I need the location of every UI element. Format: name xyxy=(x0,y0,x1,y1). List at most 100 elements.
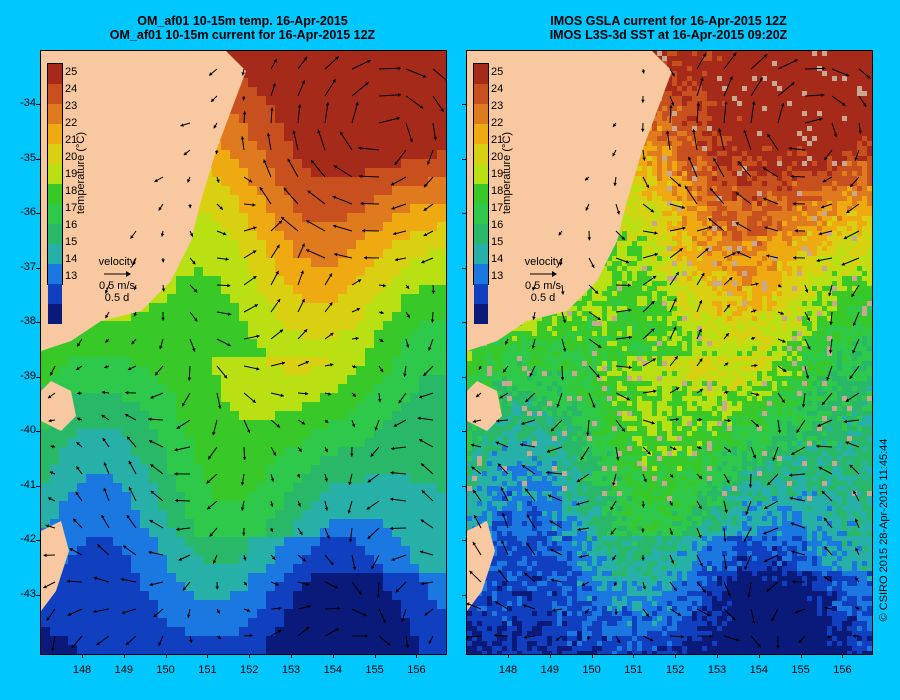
longitude-tick xyxy=(550,654,551,658)
observed-sst-map: 25 24 23 22 21 20 19 18 17 16 15 14 13 temperature (… xyxy=(466,50,873,655)
longitude-tick-label: 151 xyxy=(624,664,642,676)
latitude-tick-label: -42 xyxy=(0,533,36,545)
latitude-tick xyxy=(462,431,466,432)
longitude-tick-label: 148 xyxy=(499,664,517,676)
longitude-tick xyxy=(291,654,292,658)
latitude-tick xyxy=(36,159,40,160)
longitude-tick xyxy=(842,654,843,658)
latitude-tick xyxy=(462,322,466,323)
latitude-tick xyxy=(462,540,466,541)
longitude-tick xyxy=(801,654,802,658)
left-panel-title: OM_af01 10-15m temp. 16-Apr-2015 OM_af01… xyxy=(40,14,445,42)
colorbar-label: 25 xyxy=(491,67,503,78)
colorbar-label: 16 xyxy=(65,220,77,231)
colorbar-swatch xyxy=(474,164,488,184)
colorbar-swatch xyxy=(48,304,62,324)
longitude-tick-label: 151 xyxy=(198,664,216,676)
colorbar-swatch xyxy=(474,204,488,224)
colorbar-label: 15 xyxy=(491,237,503,248)
longitude-tick-label: 148 xyxy=(73,664,91,676)
latitude-tick-label: -41 xyxy=(0,479,36,491)
velocity-label: velocity xyxy=(515,256,571,268)
colorbar-title: temperature (°C) xyxy=(501,132,513,214)
colorbar-swatch xyxy=(474,64,488,84)
current-arrow xyxy=(379,68,401,69)
longitude-tick xyxy=(675,654,676,658)
colorbar-label: 25 xyxy=(65,67,77,78)
velocity-legend: velocity 0.5 m/s 0.5 d xyxy=(89,256,145,304)
velocity-legend: velocity 0.5 m/s 0.5 d xyxy=(515,256,571,304)
latitude-tick xyxy=(462,213,466,214)
colorbar-label: 22 xyxy=(65,118,77,129)
left-title-line2: OM_af01 10-15m current for 16-Apr-2015 1… xyxy=(40,28,445,42)
velocity-duration: 0.5 d xyxy=(515,292,571,304)
longitude-tick-label: 154 xyxy=(324,664,342,676)
colorbar-swatch xyxy=(48,284,62,304)
latitude-tick-label: -37 xyxy=(0,261,36,273)
colorbar-swatch xyxy=(48,164,62,184)
colorbar-swatch xyxy=(48,244,62,264)
longitude-tick xyxy=(717,654,718,658)
longitude-tick xyxy=(124,654,125,658)
colorbar-label: 22 xyxy=(491,118,503,129)
left-title-line1: OM_af01 10-15m temp. 16-Apr-2015 xyxy=(40,14,445,28)
colorbar-swatch xyxy=(48,144,62,164)
longitude-tick xyxy=(166,654,167,658)
colorbar-swatch xyxy=(48,224,62,244)
observed-field-layer xyxy=(467,51,872,654)
temperature-colorbar xyxy=(47,63,63,285)
velocity-label: velocity xyxy=(89,256,145,268)
velocity-speed: 0.5 m/s xyxy=(89,280,145,292)
longitude-tick-label: 149 xyxy=(115,664,133,676)
colorbar-swatch xyxy=(474,224,488,244)
colorbar-swatch xyxy=(48,104,62,124)
colorbar-swatch xyxy=(48,64,62,84)
latitude-tick xyxy=(36,431,40,432)
latitude-tick xyxy=(36,268,40,269)
latitude-tick-label: -35 xyxy=(0,152,36,164)
colorbar-title: temperature (°C) xyxy=(75,132,87,214)
copyright-credit: © CSIRO 2015 28-Apr-2015 11:45:44 xyxy=(878,439,890,622)
colorbar-label: 13 xyxy=(491,271,503,282)
longitude-tick-label: 152 xyxy=(666,664,684,676)
colorbar-label: 14 xyxy=(491,254,503,265)
right-title-line1: IMOS GSLA current for 16-Apr-2015 12Z xyxy=(466,14,871,28)
latitude-tick xyxy=(36,377,40,378)
longitude-tick-label: 154 xyxy=(750,664,768,676)
longitude-tick xyxy=(249,654,250,658)
colorbar-swatch xyxy=(474,264,488,284)
latitude-tick-label: -43 xyxy=(0,588,36,600)
colorbar-swatch xyxy=(48,84,62,104)
latitude-tick xyxy=(462,104,466,105)
longitude-tick-label: 155 xyxy=(365,664,383,676)
colorbar-swatch xyxy=(474,104,488,124)
longitude-tick xyxy=(759,654,760,658)
colorbar-swatch xyxy=(474,184,488,204)
latitude-tick xyxy=(36,104,40,105)
latitude-tick xyxy=(462,486,466,487)
longitude-tick xyxy=(633,654,634,658)
right-panel-title: IMOS GSLA current for 16-Apr-2015 12Z IM… xyxy=(466,14,871,42)
colorbar-swatch xyxy=(474,304,488,324)
latitude-tick xyxy=(462,268,466,269)
current-arrow xyxy=(805,68,826,69)
velocity-duration: 0.5 d xyxy=(89,292,145,304)
colorbar-swatch xyxy=(474,144,488,164)
latitude-tick xyxy=(462,377,466,378)
latitude-tick xyxy=(36,540,40,541)
model-field-layer xyxy=(41,51,446,654)
longitude-tick-label: 152 xyxy=(240,664,258,676)
longitude-tick xyxy=(592,654,593,658)
longitude-tick-label: 149 xyxy=(541,664,559,676)
latitude-tick xyxy=(36,213,40,214)
longitude-tick xyxy=(416,654,417,658)
model-temperature-map: 25 24 23 22 21 20 19 18 17 16 15 14 13 temperature (… xyxy=(40,50,447,655)
latitude-tick xyxy=(36,322,40,323)
longitude-tick-label: 153 xyxy=(282,664,300,676)
latitude-tick-label: -39 xyxy=(0,370,36,382)
latitude-tick-label: -34 xyxy=(0,97,36,109)
right-title-line2: IMOS L3S-3d SST at 16-Apr-2015 09:20Z xyxy=(466,28,871,42)
latitude-tick-label: -40 xyxy=(0,424,36,436)
velocity-speed: 0.5 m/s xyxy=(515,280,571,292)
longitude-tick-label: 155 xyxy=(791,664,809,676)
